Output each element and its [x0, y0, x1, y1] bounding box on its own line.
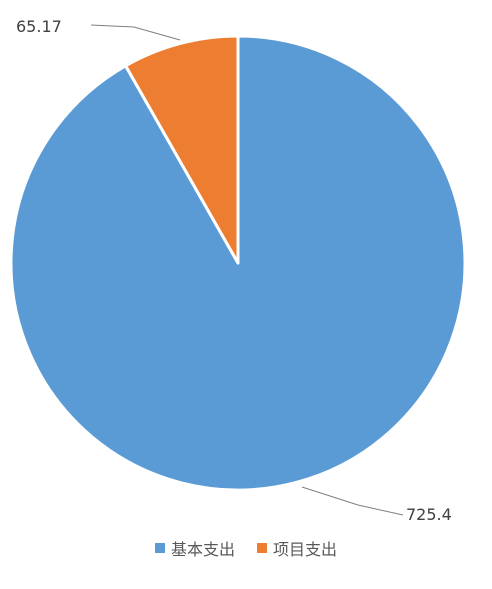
legend-label-basic: 基本支出: [170, 540, 235, 559]
leader-line-basic: [301, 486, 404, 516]
legend-swatch-project: [257, 543, 267, 553]
legend-item-project: 项目支出: [257, 536, 337, 560]
legend-item-basic: 基本支出: [154, 536, 235, 560]
legend: 基本支出 项目支出: [0, 536, 492, 560]
pie-slice-project: [124, 34, 240, 265]
legend-label-project: 项目支出: [273, 540, 338, 559]
legend-swatch-basic: [154, 543, 165, 553]
data-label-basic: 725.4: [406, 505, 452, 524]
pie-data-labels: 725.4 65.17: [16, 17, 452, 524]
pie-slices: [9, 34, 467, 492]
data-label-project: 65.17: [16, 17, 62, 36]
leader-line-project: [90, 24, 181, 41]
